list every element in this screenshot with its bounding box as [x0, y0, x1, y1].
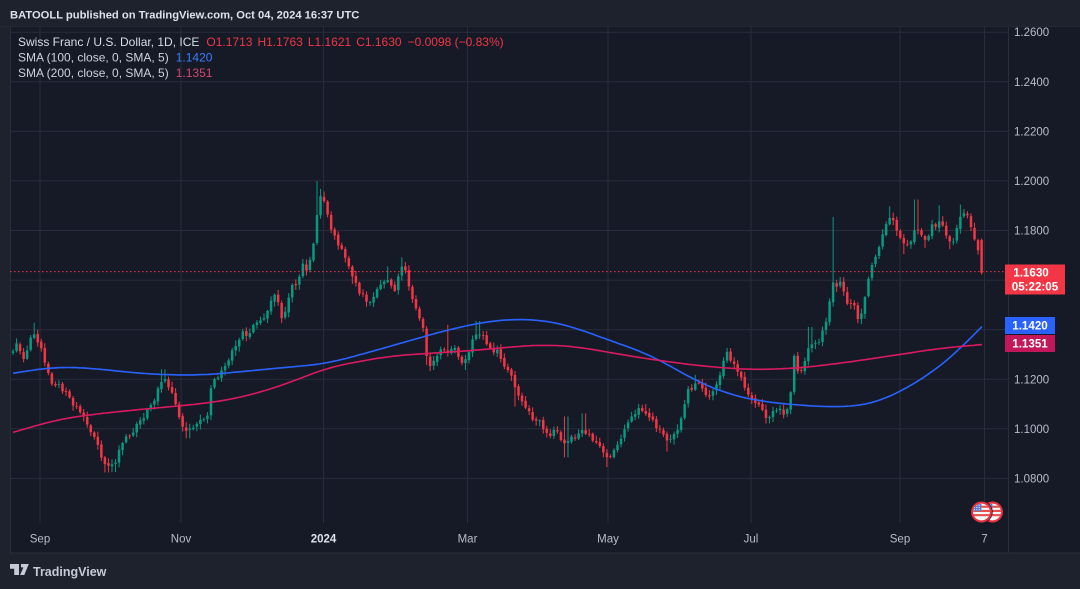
svg-text:1.1800: 1.1800 — [1014, 226, 1049, 238]
svg-text:1.1351: 1.1351 — [1012, 338, 1048, 351]
svg-text:Sep: Sep — [890, 534, 910, 546]
svg-text:1.2200: 1.2200 — [1014, 126, 1049, 138]
svg-text:1.0800: 1.0800 — [1014, 473, 1049, 485]
svg-text:TradingView: TradingView — [33, 565, 107, 579]
svg-text:May: May — [597, 534, 619, 546]
svg-text:SMA (100, close, 0, SMA, 5)1.1: SMA (100, close, 0, SMA, 5) 1.1420 — [18, 51, 213, 65]
svg-text:Nov: Nov — [171, 534, 192, 546]
svg-text:Sep: Sep — [30, 534, 50, 546]
svg-text:1.1630: 1.1630 — [1013, 266, 1048, 279]
svg-text:BATOOLL published on TradingVi: BATOOLL published on TradingView.com, Oc… — [10, 10, 359, 22]
svg-text:1.2400: 1.2400 — [1014, 77, 1049, 89]
svg-text:1.1200: 1.1200 — [1014, 374, 1049, 386]
svg-text:1.1420: 1.1420 — [1012, 320, 1047, 333]
svg-text:1.1000: 1.1000 — [1014, 424, 1049, 436]
svg-text:Swiss Franc / U.S. Dollar, 1D,: Swiss Franc / U.S. Dollar, 1D, ICE O1.171… — [18, 35, 504, 49]
svg-text:Mar: Mar — [458, 534, 478, 546]
svg-text:Jul: Jul — [744, 534, 759, 546]
svg-text:1.2000: 1.2000 — [1014, 176, 1049, 188]
svg-text:7: 7 — [981, 534, 987, 546]
svg-text:2024: 2024 — [311, 534, 337, 546]
svg-text:05:22:05: 05:22:05 — [1012, 280, 1059, 293]
svg-text:1.2600: 1.2600 — [1014, 27, 1049, 39]
svg-text:SMA (200, close, 0, SMA, 5)1.1: SMA (200, close, 0, SMA, 5) 1.1351 — [18, 66, 213, 80]
